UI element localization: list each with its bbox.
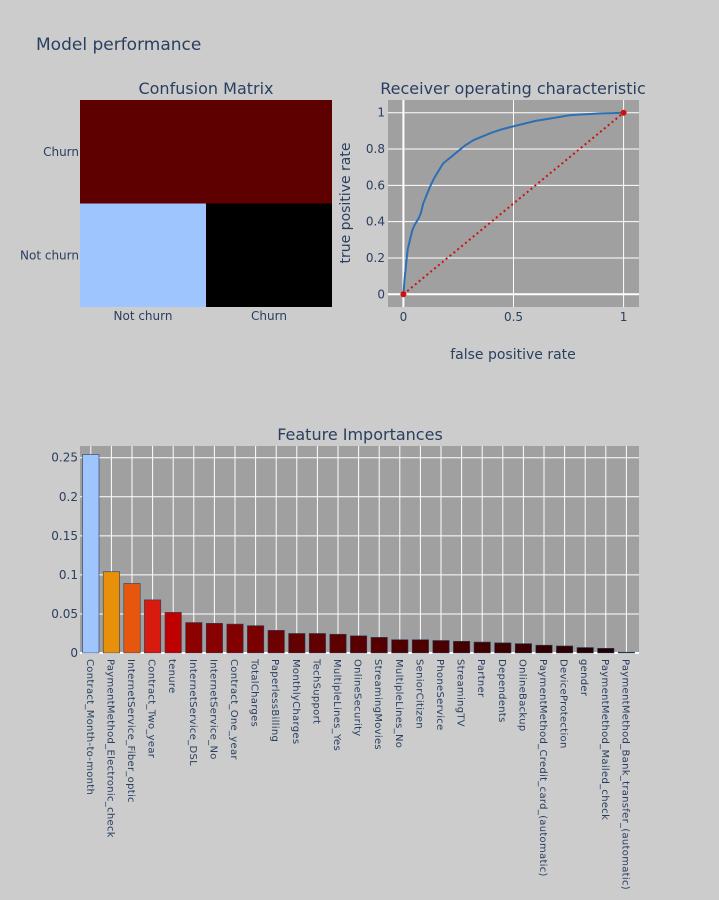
roc-baseline-marker: [620, 109, 627, 116]
fi-bar: [617, 651, 635, 654]
fi-x-tick-label: tenure: [166, 659, 177, 694]
fi-bar: [144, 599, 162, 654]
roc-y-tick-label: 0: [377, 287, 385, 301]
fi-bar: [432, 640, 450, 654]
fi-bar: [226, 623, 244, 654]
fi-x-tick-label: StreamingTV: [455, 659, 466, 727]
fi-bar: [597, 648, 615, 654]
roc-y-tick-label: 0.8: [366, 142, 385, 156]
fi-x-tick-label: Contract_Two_year: [146, 659, 157, 759]
fi-x-tick-label: gender: [578, 659, 589, 697]
fi-x-tick-label: Contract_One_year: [228, 659, 239, 760]
roc-x-tick-label: 0.5: [504, 310, 523, 324]
fi-bar: [205, 623, 223, 654]
fi-bar: [123, 583, 141, 654]
fi-y-tick-label: 0.15: [51, 529, 78, 543]
fi-y-tick-label: 0.1: [59, 568, 78, 582]
roc-baseline-marker: [400, 291, 407, 298]
fi-bar: [411, 639, 429, 654]
cm-cell-2: [80, 203, 206, 307]
feature-importances-chart: Feature Importances 0 0.05 0.1 0.15 0.2 0.25 C…: [51, 425, 639, 890]
fi-x-tick-label: Partner: [475, 659, 486, 698]
cm-x-tick-label: Churn: [251, 309, 287, 323]
fi-y-tick-label: 0.2: [59, 490, 78, 504]
fi-bar: [308, 633, 326, 654]
fi-x-tick-label: MonthlyCharges: [290, 659, 301, 744]
cm-cell-0: [80, 100, 206, 204]
fi-y-tick-label: 0.05: [51, 607, 78, 621]
fi-x-tick-label: PaymentMethod_Mailed_check: [599, 659, 610, 820]
fi-x-tick-label: Dependents: [496, 659, 507, 723]
fi-x-tick-label: PaymentMethod_Credit_card_(automatic): [537, 659, 548, 877]
cm-cell-3: [206, 203, 332, 307]
roc-chart: Receiver operating characteristic false …: [338, 79, 646, 363]
fi-bar: [514, 643, 532, 654]
roc-title: Receiver operating characteristic: [380, 79, 646, 98]
fi-x-tick-label: OnlineSecurity: [352, 659, 363, 737]
fi-bar: [267, 630, 285, 654]
fi-bar: [288, 633, 306, 654]
cm-cell-1: [206, 100, 332, 204]
fi-bar: [535, 644, 553, 654]
fi-x-tick-label: InternetService_DSL: [187, 659, 198, 766]
fi-x-tick-label: InternetService_Fiber_optic: [125, 659, 136, 803]
fi-x-tick-label: SeniorCitizen: [413, 659, 424, 729]
page-title: Model performance: [36, 35, 201, 55]
fi-x-tick-label: InternetService_No: [207, 659, 218, 760]
fi-bar: [391, 639, 409, 654]
roc-curve-line: [402, 111, 624, 295]
roc-y-tick-label: 0.6: [366, 178, 385, 192]
cm-y-tick-label: Churn: [43, 145, 79, 159]
confusion-matrix: Confusion Matrix Not churn Churn Churn Not …: [20, 79, 332, 323]
fi-bar: [82, 454, 100, 654]
fi-bar: [494, 642, 512, 654]
fi-bar: [350, 635, 368, 654]
cm-y-tick-label: Not churn: [20, 248, 79, 262]
roc-x-tick-label: 0: [400, 310, 408, 324]
roc-y-tick-label: 0.4: [366, 215, 385, 229]
fi-x-tick-label: TotalCharges: [249, 658, 260, 727]
fi-x-tick-label: OnlineBackup: [516, 659, 527, 732]
fi-x-tick-label: PaymentMethod_Electronic_check: [104, 659, 115, 838]
fi-bar: [576, 647, 594, 654]
cm-x-tick-label: Not churn: [114, 309, 173, 323]
confusion-matrix-title: Confusion Matrix: [138, 79, 273, 98]
fi-title: Feature Importances: [277, 425, 443, 444]
fi-bar: [164, 612, 182, 654]
fi-bar: [370, 637, 388, 654]
roc-x-axis-label: false positive rate: [450, 347, 576, 363]
fi-bar: [473, 641, 491, 654]
roc-y-tick-label: 1: [377, 106, 385, 120]
fi-y-tick-label: 0: [70, 646, 78, 660]
fi-bar: [247, 625, 265, 654]
fi-x-tick-label: TechSupport: [310, 658, 321, 724]
fi-x-tick-label: MultipleLines_Yes: [331, 659, 342, 751]
fi-bar: [556, 645, 574, 654]
fi-y-tick-label: 0.25: [51, 451, 78, 465]
fi-bar: [329, 633, 347, 654]
fi-bar: [102, 571, 120, 654]
fi-x-tick-label: PaperlessBilling: [269, 659, 280, 742]
fi-x-tick-label: Contract_Month-to-month: [84, 659, 95, 795]
roc-y-tick-label: 0.2: [366, 251, 385, 265]
roc-y-axis-label: true positive rate: [338, 143, 354, 264]
fi-x-tick-label: StreamingMovies: [372, 659, 383, 750]
fi-x-tick-label: DeviceProtection: [558, 659, 569, 749]
fi-x-tick-label: PhoneService: [434, 659, 445, 731]
fi-plot-area: [80, 446, 639, 653]
roc-x-tick-label: 1: [620, 310, 628, 324]
fi-x-tick-label: PaymentMethod_Bank_transfer_(automatic): [619, 659, 630, 890]
fi-x-tick-label: MultipleLines_No: [393, 659, 404, 748]
fi-bar: [185, 622, 203, 654]
fi-bar: [453, 640, 471, 654]
